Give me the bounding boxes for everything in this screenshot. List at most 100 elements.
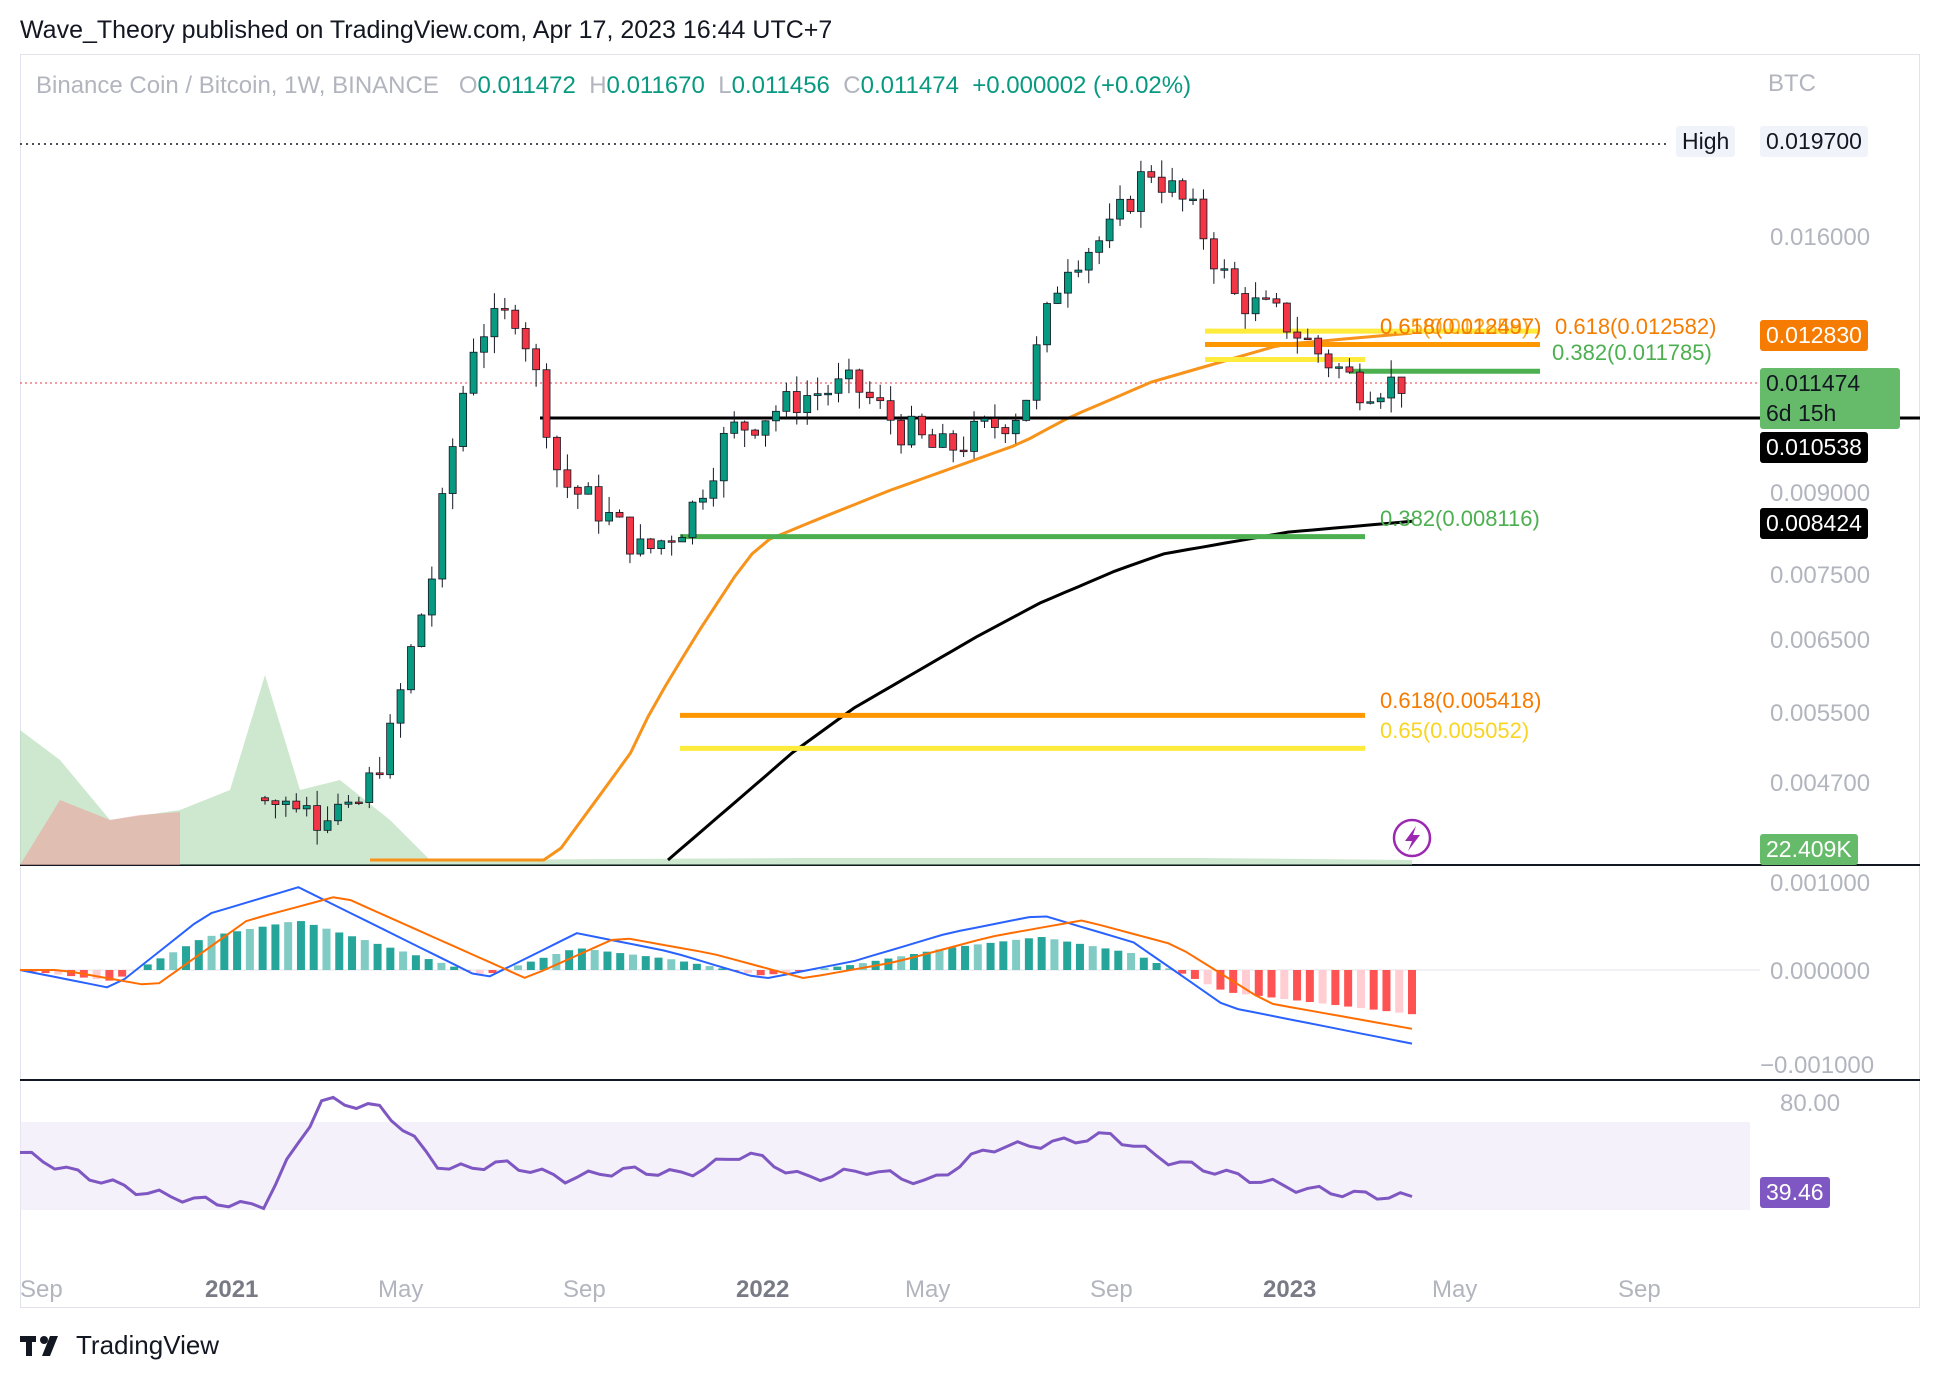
chart-frame[interactable]: [20, 54, 1920, 1308]
macd-bar: [552, 953, 561, 970]
macd-bar: [769, 970, 778, 975]
macd-bar: [182, 946, 191, 970]
macd-bar: [1075, 943, 1084, 970]
lightning-icon[interactable]: [1392, 818, 1432, 858]
macd-bar: [335, 932, 344, 970]
candle-body: [532, 348, 541, 371]
ema-price-tag: 0.012830: [1760, 320, 1868, 351]
candle-body: [417, 614, 426, 647]
tradingview-logo[interactable]: TradingView: [20, 1330, 219, 1361]
macd-bar: [718, 968, 727, 970]
macd-bar: [1101, 948, 1110, 970]
macd-bar: [667, 959, 676, 970]
candle-body: [1001, 427, 1010, 435]
macd-bar: [782, 970, 791, 973]
candle-body: [1272, 298, 1281, 304]
candle-body: [292, 800, 301, 810]
high-tag-value: 0.019700: [1760, 126, 1868, 157]
candle-body: [991, 418, 999, 428]
macd-bar: [143, 964, 152, 970]
candle-body: [667, 540, 676, 543]
candle-body: [1168, 180, 1177, 193]
macd-bar: [54, 970, 63, 975]
macd-bar: [348, 936, 357, 970]
candle-body: [970, 420, 978, 452]
macd-bar: [1331, 970, 1340, 1006]
candle-body: [792, 391, 801, 414]
macd-bar: [833, 966, 842, 970]
candle-body: [521, 327, 530, 350]
candle-body: [427, 578, 436, 616]
candle-body: [313, 805, 322, 831]
price-tick: 0.016000: [1770, 224, 1871, 251]
candle-body: [375, 772, 384, 776]
candle-body: [1043, 303, 1051, 346]
candle-body: [1105, 218, 1114, 242]
open-key: O: [458, 72, 478, 99]
macd-bar: [488, 970, 497, 973]
ohlc-legend: Binance Coin / Bitcoin, 1W, BINANCE O0.0…: [36, 72, 1191, 100]
macd-bar: [411, 955, 420, 970]
candle-body: [678, 537, 686, 543]
candle-body: [907, 415, 916, 446]
macd-bar: [986, 942, 995, 970]
candle-body: [323, 820, 332, 831]
countdown-tag: 6d 15h: [1760, 398, 1900, 429]
macd-bar: [1369, 970, 1378, 1010]
candle-body: [594, 486, 603, 522]
candle-body: [1355, 371, 1364, 404]
candle-body: [271, 800, 280, 805]
macd-bar: [296, 921, 305, 970]
candle-body: [1053, 292, 1062, 304]
publisher-line: Wave_Theory published on TradingView.com…: [20, 16, 833, 44]
macd-bar: [909, 953, 918, 970]
candle-body: [751, 429, 759, 436]
high-tag-label: High: [1676, 126, 1736, 157]
macd-bar: [1088, 946, 1097, 970]
macd-bar: [935, 949, 944, 970]
candle-body: [813, 393, 822, 396]
macd-bar: [820, 968, 829, 970]
time-tick: 2022: [736, 1276, 790, 1303]
macd-bar: [220, 933, 229, 970]
candle-body: [876, 397, 885, 402]
rsi-band: [20, 1122, 1750, 1210]
price-tick: 0.009000: [1770, 480, 1871, 507]
candle-body: [1262, 297, 1270, 300]
macd-bar: [373, 943, 382, 970]
rsi-value-tag: 39.46: [1760, 1177, 1830, 1208]
candle-body: [1074, 269, 1083, 273]
candle-body: [636, 538, 645, 555]
ma200-line: [667, 519, 1413, 862]
candle-body: [928, 434, 937, 448]
macd-bar: [539, 957, 548, 970]
candle-body: [1032, 344, 1041, 401]
macd-bar: [1024, 938, 1033, 970]
candle-body: [396, 689, 405, 724]
volume-area: [20, 675, 1412, 865]
candle-body: [730, 421, 739, 434]
candle-body: [469, 351, 478, 394]
candle-body: [1209, 238, 1218, 270]
candle-body: [1282, 302, 1291, 333]
candle-body: [834, 378, 843, 394]
candle-body: [886, 400, 895, 421]
candle-body: [354, 801, 363, 804]
candle-body: [657, 540, 666, 550]
macd-bar: [1254, 970, 1263, 996]
candle-body: [1241, 293, 1250, 315]
candle-body: [740, 421, 749, 431]
fib-label-618-top2: 0.618(0.012582): [1555, 314, 1717, 339]
macd-bar: [105, 970, 114, 981]
axis-unit: BTC: [1768, 70, 1816, 97]
macd-bar: [616, 953, 625, 970]
macd-bar: [526, 961, 535, 970]
candle-body: [281, 800, 290, 805]
macd-bar: [360, 940, 369, 970]
fib-label-382-mid: 0.382(0.008116): [1380, 506, 1540, 531]
candle-body: [1324, 353, 1333, 369]
time-tick: 2021: [205, 1276, 259, 1303]
macd-bar: [1178, 970, 1187, 974]
candle-body: [949, 433, 958, 451]
